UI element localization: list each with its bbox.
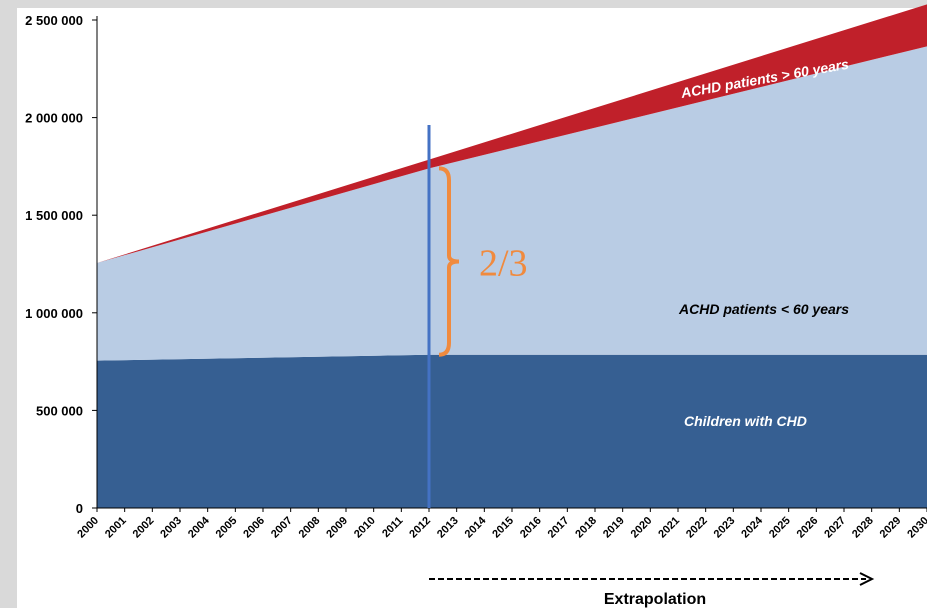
x-tick-label: 2026 bbox=[795, 515, 821, 541]
y-tick-label: 1 500 000 bbox=[25, 208, 83, 223]
x-tick-label: 2012 bbox=[407, 515, 433, 541]
extrapolation-label: Extrapolation bbox=[604, 591, 706, 608]
x-tick-label: 2027 bbox=[822, 515, 848, 541]
x-tick-label: 2006 bbox=[241, 515, 267, 541]
x-tick-label: 2003 bbox=[158, 515, 184, 541]
x-tick-label: 2010 bbox=[352, 515, 378, 541]
x-axis: 2000 2001 2002 2003 2004 2005 2006 2007 2008 2009… bbox=[75, 508, 927, 540]
x-tick-label: 2011 bbox=[380, 515, 405, 540]
area-series-0 bbox=[97, 355, 927, 508]
x-tick-label: 2021 bbox=[656, 515, 682, 541]
x-tick-label: 2005 bbox=[214, 515, 240, 541]
y-tick-label: 500 000 bbox=[36, 403, 83, 418]
x-tick-label: 2025 bbox=[767, 515, 793, 541]
x-tick-label: 2020 bbox=[629, 515, 655, 541]
y-tick-label: 0 bbox=[76, 501, 83, 516]
x-tick-label: 2030 bbox=[905, 515, 927, 541]
x-tick-label: 2013 bbox=[435, 515, 461, 541]
x-tick-label: 2001 bbox=[103, 515, 129, 541]
x-tick-label: 2018 bbox=[573, 515, 599, 541]
x-tick-label: 2024 bbox=[739, 514, 765, 540]
x-tick-label: 2028 bbox=[850, 515, 876, 541]
y-tick-label: 2 500 000 bbox=[25, 13, 83, 28]
x-tick-label: 2009 bbox=[324, 515, 350, 541]
y-tick-label: 1 000 000 bbox=[25, 306, 83, 321]
y-tick-label: 2 000 000 bbox=[25, 111, 83, 126]
x-tick-label: 2015 bbox=[490, 515, 516, 541]
x-tick-label: 2022 bbox=[684, 515, 710, 541]
x-tick-label: 2000 bbox=[75, 515, 101, 541]
x-tick-label: 2007 bbox=[269, 515, 295, 541]
x-tick-label: 2014 bbox=[463, 514, 489, 540]
x-tick-label: 2029 bbox=[878, 515, 904, 541]
x-tick-label: 2004 bbox=[186, 514, 212, 540]
label-achd-under-60: ACHD patients < 60 years bbox=[678, 301, 849, 317]
x-tick-label: 2016 bbox=[518, 515, 544, 541]
y-axis: 0 500 000 1 000 000 1 500 000 2 000 000 2 500… bbox=[25, 13, 97, 516]
x-tick-label: 2023 bbox=[712, 515, 738, 541]
label-children-chd: Children with CHD bbox=[684, 413, 807, 429]
x-tick-label: 2017 bbox=[546, 515, 572, 541]
x-tick-label: 2002 bbox=[131, 515, 157, 541]
x-tick-label: 2008 bbox=[297, 515, 323, 541]
bracket-label: 2/3 bbox=[479, 243, 528, 285]
x-tick-label: 2019 bbox=[601, 515, 627, 541]
